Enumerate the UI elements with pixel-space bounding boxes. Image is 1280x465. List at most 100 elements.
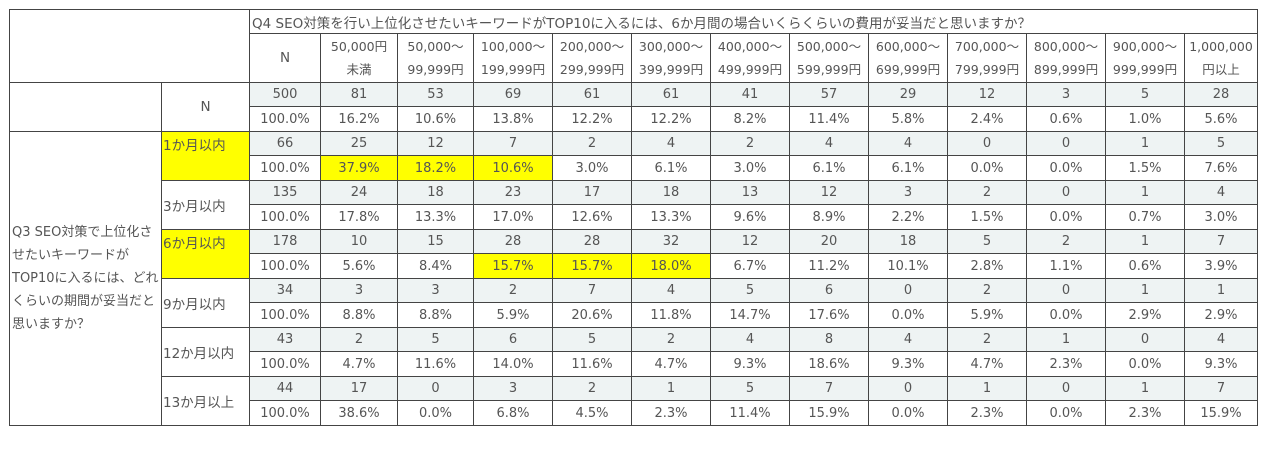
- total-count-row: N 500 81 53 69 61 61 41 57 29 12 3 5 28: [9, 82, 1258, 132]
- n-value: 66: [249, 131, 321, 156]
- count-value: 3: [320, 278, 398, 303]
- column-header: 700,000～ 799,999円: [947, 33, 1027, 83]
- column-header-line1: 50,000～: [407, 39, 464, 54]
- percent-value: 17.8%: [320, 204, 398, 230]
- count-value: 7: [1184, 376, 1258, 401]
- count-value: 0: [1026, 376, 1106, 401]
- column-header: 400,000～ 499,999円: [710, 33, 790, 83]
- count-value: 61: [552, 82, 632, 107]
- percent-value: 8.2%: [710, 106, 790, 132]
- column-header-line2: 499,999円: [717, 62, 783, 77]
- count-value: 8: [789, 327, 869, 352]
- highlighted-percent: 18.2%: [397, 155, 474, 181]
- percent-value: 14.0%: [473, 351, 553, 377]
- n-value: 178: [249, 229, 321, 254]
- percent-value: 12.2%: [631, 106, 711, 132]
- count-value: 5: [1105, 82, 1185, 107]
- count-value: 4: [1184, 180, 1258, 205]
- percent-row: 100.0% 8.8% 8.8% 5.9% 20.6% 11.8% 14.7% 17.6% 0.…: [10, 302, 1258, 328]
- row-label: 9か月以内: [161, 278, 250, 328]
- count-value: 0: [868, 376, 948, 401]
- count-value: 1: [1105, 376, 1185, 401]
- count-value: 0: [1026, 131, 1106, 156]
- percent-value: 11.4%: [710, 400, 790, 426]
- column-header: 100,000～ 199,999円: [473, 33, 553, 83]
- column-header-line2: 199,999円: [480, 62, 546, 77]
- count-value: 4: [1184, 327, 1258, 352]
- percent-value: 2.2%: [868, 204, 948, 230]
- count-value: 4: [789, 131, 869, 156]
- percent-value: 1.5%: [947, 204, 1027, 230]
- percent-value: 3.0%: [710, 155, 790, 181]
- percent-value: 12.2%: [552, 106, 632, 132]
- percent-value: 8.4%: [397, 253, 474, 279]
- count-value: 2: [1026, 229, 1106, 254]
- count-row: 6か月以内 178 10 15 28 28 32 12 20 18 5 2 1 7: [10, 229, 1258, 279]
- percent-value: 2.3%: [947, 400, 1027, 426]
- percent-value: 0.0%: [1105, 351, 1185, 377]
- percent-value: 4.7%: [320, 351, 398, 377]
- percent-value: 17.6%: [789, 302, 869, 328]
- percent-value: 2.4%: [947, 106, 1027, 132]
- count-value: 18: [397, 180, 474, 205]
- percent-value: 15.9%: [789, 400, 869, 426]
- column-header: 500,000～ 599,999円: [789, 33, 869, 83]
- n-percent: 100.0%: [249, 204, 321, 230]
- count-row: 12か月以内 43 2 5 6 5 2 4 8 4 2 1 0 4: [10, 327, 1258, 377]
- n-percent: 100.0%: [249, 155, 321, 181]
- percent-value: 7.6%: [1184, 155, 1258, 181]
- column-header: 200,000～ 299,999円: [552, 33, 632, 83]
- count-value: 3: [397, 278, 474, 303]
- percent-value: 4.7%: [631, 351, 711, 377]
- count-value: 5: [552, 327, 632, 352]
- highlighted-percent: 15.7%: [552, 253, 632, 279]
- percent-value: 5.8%: [868, 106, 948, 132]
- count-value: 4: [868, 327, 948, 352]
- percent-value: 0.0%: [868, 400, 948, 426]
- column-header-line2: 999,999円: [1112, 62, 1178, 77]
- count-value: 0: [868, 278, 948, 303]
- percent-value: 15.9%: [1184, 400, 1258, 426]
- count-value: 2: [552, 131, 632, 156]
- percent-value: 0.0%: [1026, 302, 1106, 328]
- n-value: 135: [249, 180, 321, 205]
- percent-value: 2.8%: [947, 253, 1027, 279]
- percent-value: 5.6%: [1184, 106, 1258, 132]
- percent-value: 0.0%: [868, 302, 948, 328]
- percent-value: 0.6%: [1026, 106, 1106, 132]
- count-value: 1: [631, 376, 711, 401]
- percent-value: 0.0%: [1026, 400, 1106, 426]
- column-header-line2: 399,999円: [638, 62, 704, 77]
- percent-value: 38.6%: [320, 400, 398, 426]
- count-value: 28: [1184, 82, 1258, 107]
- count-value: 29: [868, 82, 948, 107]
- column-header-line2: 699,999円: [875, 62, 941, 77]
- count-value: 3: [1026, 82, 1106, 107]
- column-question: Q4 SEO対策を行い上位化させたいキーワードがTOP10に入るには、6か月間の…: [249, 9, 1258, 34]
- count-value: 1: [1105, 278, 1185, 303]
- count-value: 4: [631, 131, 711, 156]
- count-value: 2: [552, 376, 632, 401]
- percent-value: 3.9%: [1184, 253, 1258, 279]
- percent-value: 0.0%: [1026, 155, 1106, 181]
- row-label: 1か月以内: [161, 131, 250, 181]
- column-header: 900,000～ 999,999円: [1105, 33, 1185, 83]
- count-value: 25: [320, 131, 398, 156]
- column-header-line2: 899,999円: [1033, 62, 1099, 77]
- percent-value: 9.3%: [868, 351, 948, 377]
- percent-value: 3.0%: [1184, 204, 1258, 230]
- count-value: 1: [947, 376, 1027, 401]
- n-percent: 100.0%: [249, 351, 321, 377]
- count-value: 5: [1184, 131, 1258, 156]
- percent-value: 4.5%: [552, 400, 632, 426]
- count-value: 6: [473, 327, 553, 352]
- percent-value: 5.9%: [473, 302, 553, 328]
- count-value: 0: [397, 376, 474, 401]
- column-header-line1: 200,000～: [559, 39, 625, 54]
- column-header-line1: 600,000～: [875, 39, 941, 54]
- count-value: 0: [1026, 180, 1106, 205]
- n-value: 500: [249, 82, 321, 107]
- percent-value: 13.3%: [397, 204, 474, 230]
- count-value: 18: [868, 229, 948, 254]
- percent-value: 0.6%: [1105, 253, 1185, 279]
